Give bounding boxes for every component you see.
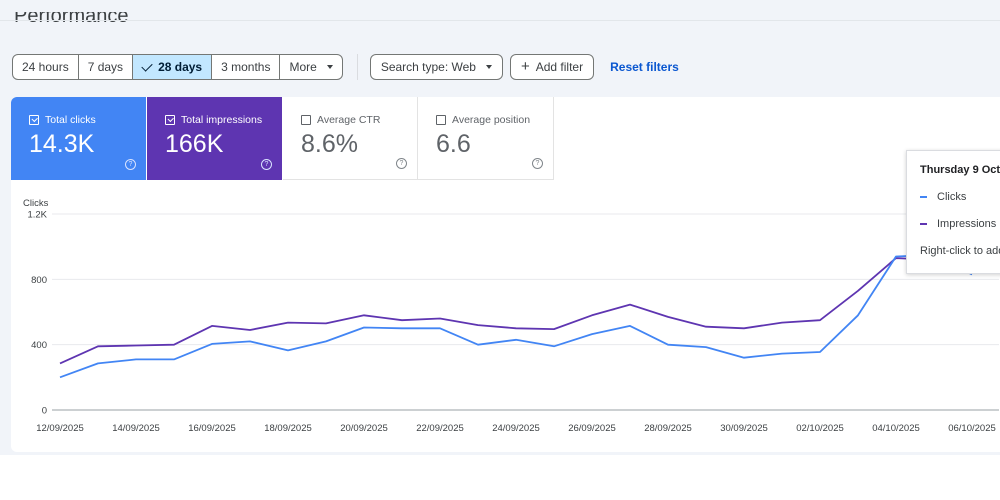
performance-panel: Performance 24 hours 7 days 28 days 3 mo…	[0, 0, 1000, 455]
more-button[interactable]: More	[279, 55, 341, 79]
chevron-down-icon	[326, 65, 333, 69]
metric-card-total-impressions[interactable]: Total impressions 166K ?	[147, 97, 282, 180]
range-3-months-button[interactable]: 3 months	[211, 55, 279, 79]
x-tick-label: 06/10/2025	[948, 423, 996, 434]
metric-label: Average CTR	[317, 114, 381, 126]
checkbox-icon[interactable]	[436, 115, 446, 125]
help-icon[interactable]: ?	[261, 159, 272, 170]
range-7-days-button[interactable]: 7 days	[77, 55, 132, 79]
date-toolbar: 24 hours 7 days 28 days 3 months More Se…	[12, 54, 679, 80]
toolbar-divider	[356, 54, 358, 80]
metric-label: Average position	[452, 114, 531, 126]
range-28-days-label: 28 days	[158, 60, 203, 74]
search-type-label: Search type: Web	[380, 60, 476, 74]
chart-grid	[52, 213, 999, 411]
chart-tooltip: Thursday 9 Oct Clicks Impressions Right-…	[906, 150, 1000, 274]
checkbox-icon[interactable]	[165, 115, 175, 125]
plus-icon: +	[520, 58, 530, 75]
reset-filters-link[interactable]: Reset filters	[610, 60, 679, 74]
x-tick-label: 12/09/2025	[36, 423, 84, 434]
more-label: More	[289, 60, 317, 74]
tooltip-clicks-label: Clicks	[937, 191, 967, 203]
y-tick-label: 400	[31, 340, 47, 351]
checkbox-icon[interactable]	[29, 115, 39, 125]
metric-card-average-ctr[interactable]: Average CTR 8.6% ?	[283, 97, 418, 180]
metric-value: 14.3K	[29, 130, 95, 158]
help-icon[interactable]: ?	[532, 158, 543, 169]
x-tick-label: 18/09/2025	[264, 423, 312, 434]
range-28-days-button[interactable]: 28 days	[132, 55, 212, 79]
x-axis-ticks: 12/09/2025 14/09/2025 16/09/2025 18/09/2025…	[36, 423, 996, 434]
tooltip-clicks-row: Clicks	[920, 191, 966, 203]
tooltip-impressions-label: Impressions	[937, 218, 997, 230]
metric-label: Total clicks	[45, 114, 96, 126]
x-tick-label: 16/09/2025	[188, 423, 236, 434]
x-tick-label: 24/09/2025	[492, 423, 540, 434]
y-tick-label: 800	[31, 275, 47, 286]
title-divider	[0, 20, 1000, 21]
add-filter-label: Add filter	[535, 60, 584, 74]
impressions-swatch	[920, 223, 927, 225]
metric-value: 6.6	[436, 130, 471, 158]
checkbox-icon[interactable]	[301, 115, 311, 125]
tooltip-date: Thursday 9 Oct	[920, 164, 1000, 176]
range-24-hours-button[interactable]: 24 hours	[22, 60, 69, 74]
help-icon[interactable]: ?	[396, 158, 407, 169]
tooltip-hint: Right-click to add	[920, 245, 1000, 257]
metric-value: 8.6%	[301, 130, 358, 158]
y-axis-label: Clicks	[23, 198, 49, 209]
x-tick-label: 20/09/2025	[340, 423, 388, 434]
page-title: Performance	[14, 5, 129, 27]
x-tick-label: 28/09/2025	[644, 423, 692, 434]
metric-label: Total impressions	[181, 114, 263, 126]
metric-value: 166K	[165, 130, 224, 158]
clicks-swatch	[920, 196, 927, 198]
tooltip-impressions-row: Impressions	[920, 218, 996, 230]
metric-card-total-clicks[interactable]: Total clicks 14.3K ?	[11, 97, 146, 180]
x-tick-label: 14/09/2025	[112, 423, 160, 434]
add-filter-button[interactable]: + Add filter	[509, 54, 595, 80]
performance-chart-card: Total clicks 14.3K ? Total impressions 1…	[11, 97, 1000, 452]
series-line-impressions[interactable]	[59, 257, 973, 365]
performance-line-chart[interactable]: 0 400 800 1.2K 12/09/2025 14/09/2025 16/09/20…	[0, 0, 1000, 455]
x-tick-label: 02/10/2025	[796, 423, 844, 434]
y-axis-ticks: 0 400 800 1.2K	[27, 210, 47, 417]
help-icon[interactable]: ?	[125, 159, 136, 170]
y-tick-label: 0	[42, 406, 47, 417]
x-tick-label: 04/10/2025	[872, 423, 920, 434]
date-range-selector: 24 hours 7 days 28 days 3 months More	[12, 54, 343, 80]
y-tick-label: 1.2K	[27, 210, 47, 221]
x-tick-label: 22/09/2025	[416, 423, 464, 434]
series-line-clicks[interactable]	[59, 253, 973, 379]
x-tick-label: 26/09/2025	[568, 423, 616, 434]
chevron-down-icon	[485, 65, 492, 69]
metric-card-average-position[interactable]: Average position 6.6 ?	[418, 97, 554, 180]
search-type-dropdown[interactable]: Search type: Web	[369, 54, 503, 80]
x-tick-label: 30/09/2025	[720, 423, 768, 434]
chart-series	[59, 253, 973, 379]
